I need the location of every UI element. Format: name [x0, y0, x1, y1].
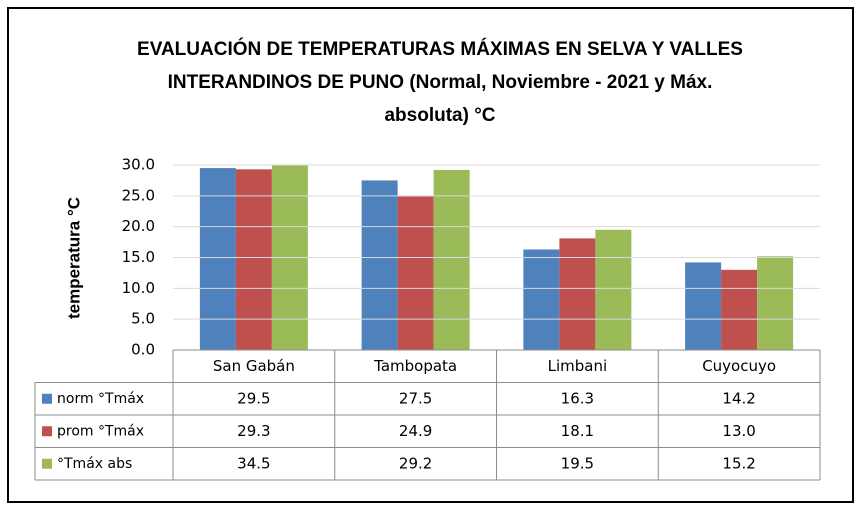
table-value: 18.1 — [561, 422, 594, 440]
bar — [757, 256, 794, 350]
legend-swatch — [42, 458, 52, 469]
table-value: 15.2 — [722, 454, 755, 472]
chart-title: EVALUACIÓN DE TEMPERATURAS MÁXIMAS EN SE… — [137, 38, 743, 60]
x-tick-label: Tambopata — [373, 357, 457, 375]
table-value: 13.0 — [722, 422, 755, 440]
x-tick-label: Limbani — [548, 357, 608, 375]
bar — [361, 180, 398, 350]
legend-label: prom °Tmáx — [57, 423, 144, 439]
y-tick-label: 30.0 — [122, 156, 155, 174]
table-value: 24.9 — [399, 422, 432, 440]
x-tick-label: San Gabán — [213, 357, 295, 375]
y-tick-label: 0.0 — [131, 341, 155, 359]
bar — [595, 229, 632, 350]
chart-title: absoluta) °C — [384, 105, 495, 126]
y-tick-label: 25.0 — [122, 186, 155, 204]
table-value: 34.5 — [237, 454, 270, 472]
y-tick-label: 5.0 — [131, 310, 155, 328]
bar — [271, 165, 308, 350]
table-value: 16.3 — [561, 389, 594, 407]
table-value: 27.5 — [399, 389, 432, 407]
bar — [559, 238, 596, 350]
legend-label: °Tmáx abs — [57, 456, 132, 472]
y-tick-label: 10.0 — [122, 279, 155, 297]
bar — [199, 168, 236, 350]
y-tick-label: 20.0 — [122, 217, 155, 235]
table-value: 19.5 — [561, 454, 594, 472]
bar — [433, 169, 470, 350]
bar — [721, 269, 758, 350]
table-value: 29.2 — [399, 454, 432, 472]
table-value: 29.5 — [237, 389, 270, 407]
legend-label: norm °Tmáx — [57, 391, 144, 407]
legend-swatch — [42, 426, 52, 437]
table-value: 14.2 — [722, 389, 755, 407]
bar — [397, 196, 434, 350]
bar — [685, 262, 722, 350]
legend-swatch — [42, 393, 52, 404]
bar — [523, 249, 560, 350]
x-tick-label: Cuyocuyo — [702, 357, 776, 375]
table-value: 29.3 — [237, 422, 270, 440]
chart-title: INTERANDINOS DE PUNO (Normal, Noviembre … — [168, 72, 713, 93]
bar — [235, 169, 272, 350]
y-axis-label: temperatura °C — [64, 197, 83, 319]
y-tick-label: 15.0 — [122, 248, 155, 266]
